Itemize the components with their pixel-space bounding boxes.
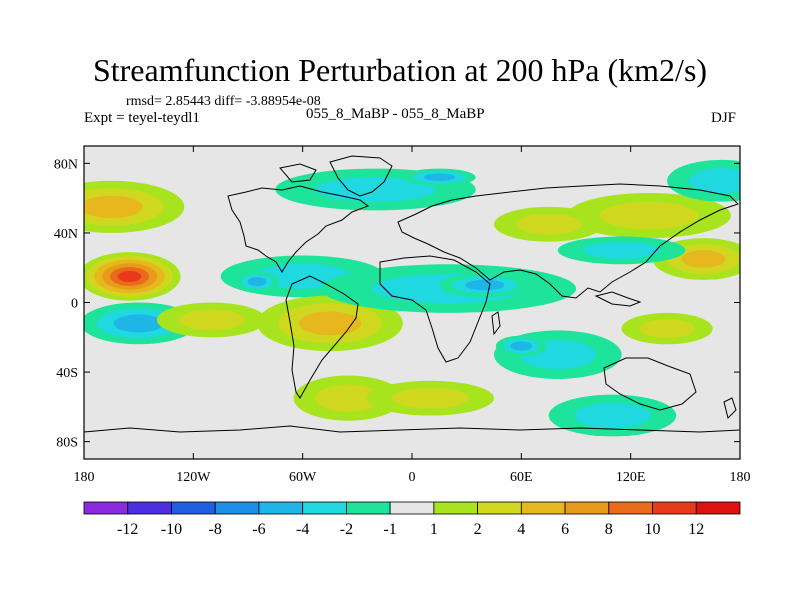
x-tick-label: 120W xyxy=(176,470,211,485)
y-tick-label: 0 xyxy=(71,297,78,312)
colorbar-swatch xyxy=(477,501,522,515)
colorbar-swatch xyxy=(214,501,260,515)
x-tick-label: 60W xyxy=(289,470,317,485)
colorbar-label: 6 xyxy=(561,521,569,538)
colorbar-swatch xyxy=(564,501,610,515)
cases-label: 055_8_MaBP - 055_8_MaBP xyxy=(306,106,485,122)
anomaly-feature xyxy=(366,380,495,416)
contour-band xyxy=(315,384,382,412)
contour-band xyxy=(247,277,267,287)
contour-band xyxy=(298,311,362,336)
colorbar-swatch xyxy=(302,501,347,515)
colorbar-label: -6 xyxy=(252,521,265,538)
coastline-australia xyxy=(603,357,697,411)
colorbar-swatch xyxy=(83,501,129,515)
colorbar-label: 4 xyxy=(517,521,525,538)
colorbar-label: 12 xyxy=(688,521,704,538)
coastline-arctic-islands xyxy=(279,163,317,183)
colorbar-swatch xyxy=(389,501,435,515)
anomaly-feature xyxy=(439,272,531,298)
contour-field xyxy=(84,159,740,437)
contour-band xyxy=(465,279,505,291)
anomaly-feature xyxy=(257,295,403,352)
colorbar-swatch xyxy=(258,501,304,515)
coastline-north-america xyxy=(227,185,370,273)
contour-band xyxy=(510,341,533,351)
y-tick-label: 80S xyxy=(56,436,78,451)
coastline-eurasia xyxy=(397,183,739,299)
contour-band xyxy=(178,309,245,331)
chart-title: Streamfunction Perturbation at 200 hPa (… xyxy=(92,52,708,88)
anomaly-feature xyxy=(156,302,267,338)
colorbar: -12 -10 -8 -6 -4 -2 -1 1 2 4 6 8 10 12 xyxy=(83,501,741,538)
colorbar-label: 8 xyxy=(605,521,613,538)
colorbar-label: -8 xyxy=(209,521,222,538)
coastline-africa xyxy=(379,255,491,363)
colorbar-label: -4 xyxy=(296,521,309,538)
colorbar-label: 10 xyxy=(645,521,661,538)
anomaly-feature xyxy=(557,236,686,265)
season-label: DJF xyxy=(711,110,737,126)
anomaly-feature xyxy=(84,180,185,233)
stats-label: rmsd= 2.85443 diff= -3.88954e-08 xyxy=(126,94,321,109)
anomaly-feature xyxy=(667,159,740,202)
colorbar-swatch xyxy=(520,501,566,515)
contour-band xyxy=(583,242,660,259)
coastline-greenland xyxy=(329,155,393,197)
coastline-layer xyxy=(84,155,740,433)
contour-band xyxy=(515,213,582,235)
colorbar-label: 1 xyxy=(430,521,438,538)
colorbar-label: 2 xyxy=(474,521,482,538)
x-tick-label: 180 xyxy=(74,470,95,485)
anomaly-feature xyxy=(493,206,604,242)
y-tick-label: 80N xyxy=(54,157,78,172)
anomaly-feature xyxy=(621,312,713,345)
contour-band xyxy=(574,403,651,429)
colorbar-swatch xyxy=(652,501,697,515)
contour-band xyxy=(117,270,142,283)
colorbar-swatch xyxy=(171,501,216,515)
x-tick-label: 0 xyxy=(409,470,416,485)
coastline-antarctica xyxy=(84,425,740,433)
contour-band xyxy=(423,173,455,181)
coastline-south-america xyxy=(285,275,359,399)
coastline-indonesia xyxy=(594,291,642,307)
anomaly-feature xyxy=(293,375,403,421)
contour-band xyxy=(599,201,699,230)
y-axis: 80N 40N 0 40S 80S xyxy=(54,157,740,451)
contour-band xyxy=(391,387,469,409)
colorbar-swatch xyxy=(695,501,741,515)
x-tick-label: 60E xyxy=(510,470,533,485)
contour-band xyxy=(84,195,143,219)
coastline-madagascar xyxy=(491,311,501,336)
anomaly-feature xyxy=(84,252,181,301)
anomaly-feature xyxy=(495,335,547,357)
colorbar-swatch xyxy=(127,501,172,515)
colorbar-label: -10 xyxy=(161,521,182,538)
x-axis: 180 120W 60W 0 60E 120E 180 xyxy=(74,146,751,485)
x-tick-label: 120E xyxy=(616,470,646,485)
experiment-label: Expt = teyel-teydl1 xyxy=(84,110,200,126)
x-tick-label: 180 xyxy=(730,470,751,485)
contour-band xyxy=(681,250,726,268)
colorbar-label: -1 xyxy=(383,521,396,538)
anomaly-feature xyxy=(402,168,476,186)
colorbar-label: -12 xyxy=(117,521,138,538)
y-tick-label: 40N xyxy=(54,227,78,242)
colorbar-swatch xyxy=(608,501,653,515)
colorbar-swatch xyxy=(433,501,478,515)
anomaly-feature xyxy=(235,271,280,293)
contour-band xyxy=(639,319,695,338)
colorbar-swatch xyxy=(345,501,391,515)
coastline-new-zealand xyxy=(723,397,737,419)
colorbar-label: -2 xyxy=(340,521,353,538)
contour-band xyxy=(113,314,164,333)
contour-band xyxy=(688,168,740,194)
anomaly-feature xyxy=(566,192,731,239)
y-tick-label: 40S xyxy=(56,366,78,381)
